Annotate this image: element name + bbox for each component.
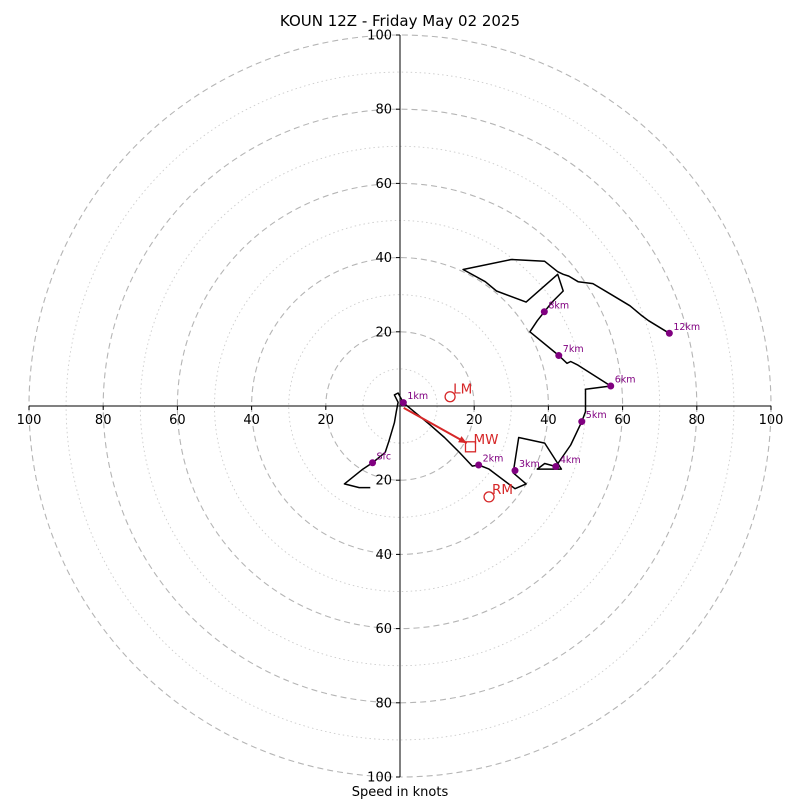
height-marker-6km — [607, 382, 615, 390]
height-marker-sfc — [369, 459, 377, 467]
x-tick-label: 80 — [689, 413, 706, 428]
mean-wind-arrow-shaft — [403, 406, 468, 444]
axis-lines — [29, 35, 771, 777]
y-tick-label: 80 — [375, 696, 392, 711]
height-label-12km: 12km — [673, 322, 700, 333]
height-label-5km: 5km — [586, 410, 607, 421]
height-label-6km: 6km — [615, 374, 636, 385]
height-marker-1km — [399, 399, 407, 407]
height-marker-4km — [552, 462, 560, 470]
storm-motion-marker-lm — [444, 391, 456, 403]
y-tick-label: 100 — [367, 771, 392, 786]
x-tick-label: 40 — [540, 413, 557, 428]
y-tick-label: 80 — [375, 103, 392, 118]
y-tick-label: 60 — [375, 177, 392, 192]
x-tick-label: 100 — [17, 413, 42, 428]
storm-motion-marker-rm — [483, 491, 495, 503]
height-label-sfc: Sfc — [377, 451, 392, 462]
height-marker-12km — [665, 329, 673, 337]
height-markers: Sfc 1km 2km 3km 4km 5km 6km 7km 8km 12km — [369, 300, 700, 475]
storm-motion-label-rm: RM — [492, 482, 513, 498]
y-tick-label: 60 — [375, 622, 392, 637]
y-tick-label: 40 — [375, 251, 392, 266]
x-tick-label: 20 — [318, 413, 335, 428]
mean-wind-arrow-head — [458, 436, 467, 444]
hodograph-line — [343, 258, 670, 490]
height-label-4km: 4km — [560, 455, 581, 466]
height-label-3km: 3km — [519, 459, 540, 470]
mean-wind-arrow — [403, 406, 468, 444]
height-marker-7km — [555, 352, 563, 360]
storm-motion-marker-mw — [464, 441, 477, 453]
height-label-2km: 2km — [483, 453, 504, 464]
height-marker-3km — [511, 467, 519, 475]
x-tick-label: 60 — [614, 413, 631, 428]
x-axis-label: Speed in knots — [352, 785, 449, 800]
y-tick-label: 20 — [375, 474, 392, 489]
x-tick-label: 100 — [759, 413, 784, 428]
height-label-8km: 8km — [548, 300, 569, 311]
wind-trace — [343, 258, 670, 490]
x-tick-label: 60 — [169, 413, 186, 428]
height-label-1km: 1km — [407, 391, 428, 402]
y-tick-label: 40 — [375, 548, 392, 563]
y-tick-label: 20 — [375, 325, 392, 340]
y-tick-label: 100 — [367, 29, 392, 44]
x-tick-label: 20 — [466, 413, 483, 428]
storm-motion-label-mw: MW — [473, 432, 498, 448]
height-marker-2km — [475, 461, 483, 469]
chart-title: KOUN 12Z - Friday May 02 2025 — [280, 12, 520, 30]
height-label-7km: 7km — [563, 344, 584, 355]
storm-motion-markers: LM MW RM — [444, 382, 513, 503]
x-tick-label: 40 — [243, 413, 260, 428]
height-marker-8km — [540, 308, 548, 316]
x-tick-label: 80 — [95, 413, 112, 428]
tick-labels: 100 80 60 40 20 20 40 60 80 100 20 40 60 80 100 20 40 60 8… — [17, 29, 784, 786]
height-marker-5km — [578, 418, 586, 426]
storm-motion-label-lm: LM — [453, 382, 472, 398]
